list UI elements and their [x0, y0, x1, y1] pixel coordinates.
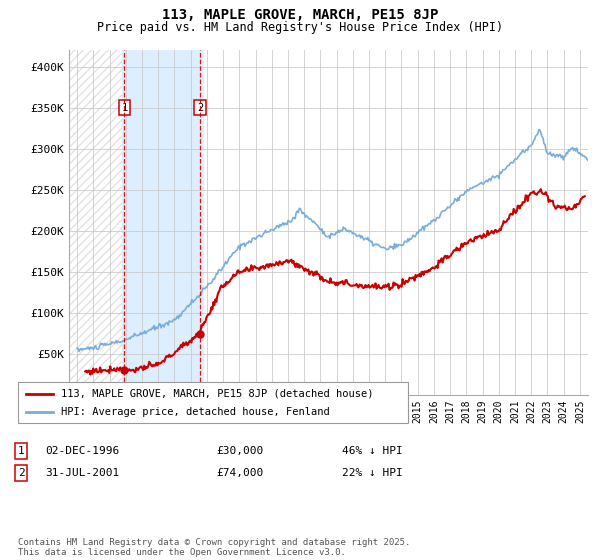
Text: 113, MAPLE GROVE, MARCH, PE15 8JP (detached house): 113, MAPLE GROVE, MARCH, PE15 8JP (detac…	[61, 389, 373, 399]
Text: Price paid vs. HM Land Registry's House Price Index (HPI): Price paid vs. HM Land Registry's House …	[97, 21, 503, 34]
Text: Contains HM Land Registry data © Crown copyright and database right 2025.
This d: Contains HM Land Registry data © Crown c…	[18, 538, 410, 557]
Bar	[69, 50, 122, 395]
Text: 2: 2	[17, 468, 25, 478]
Text: 1: 1	[17, 446, 25, 456]
Text: 02-DEC-1996: 02-DEC-1996	[45, 446, 119, 456]
Text: HPI: Average price, detached house, Fenland: HPI: Average price, detached house, Fenl…	[61, 407, 329, 417]
Bar	[122, 50, 203, 395]
Text: 113, MAPLE GROVE, MARCH, PE15 8JP: 113, MAPLE GROVE, MARCH, PE15 8JP	[162, 8, 438, 22]
Text: £74,000: £74,000	[216, 468, 263, 478]
FancyBboxPatch shape	[18, 382, 408, 423]
Text: 31-JUL-2001: 31-JUL-2001	[45, 468, 119, 478]
Text: 22% ↓ HPI: 22% ↓ HPI	[342, 468, 403, 478]
Text: 2: 2	[197, 103, 203, 113]
Text: 1: 1	[121, 103, 128, 113]
Text: £30,000: £30,000	[216, 446, 263, 456]
Text: 46% ↓ HPI: 46% ↓ HPI	[342, 446, 403, 456]
